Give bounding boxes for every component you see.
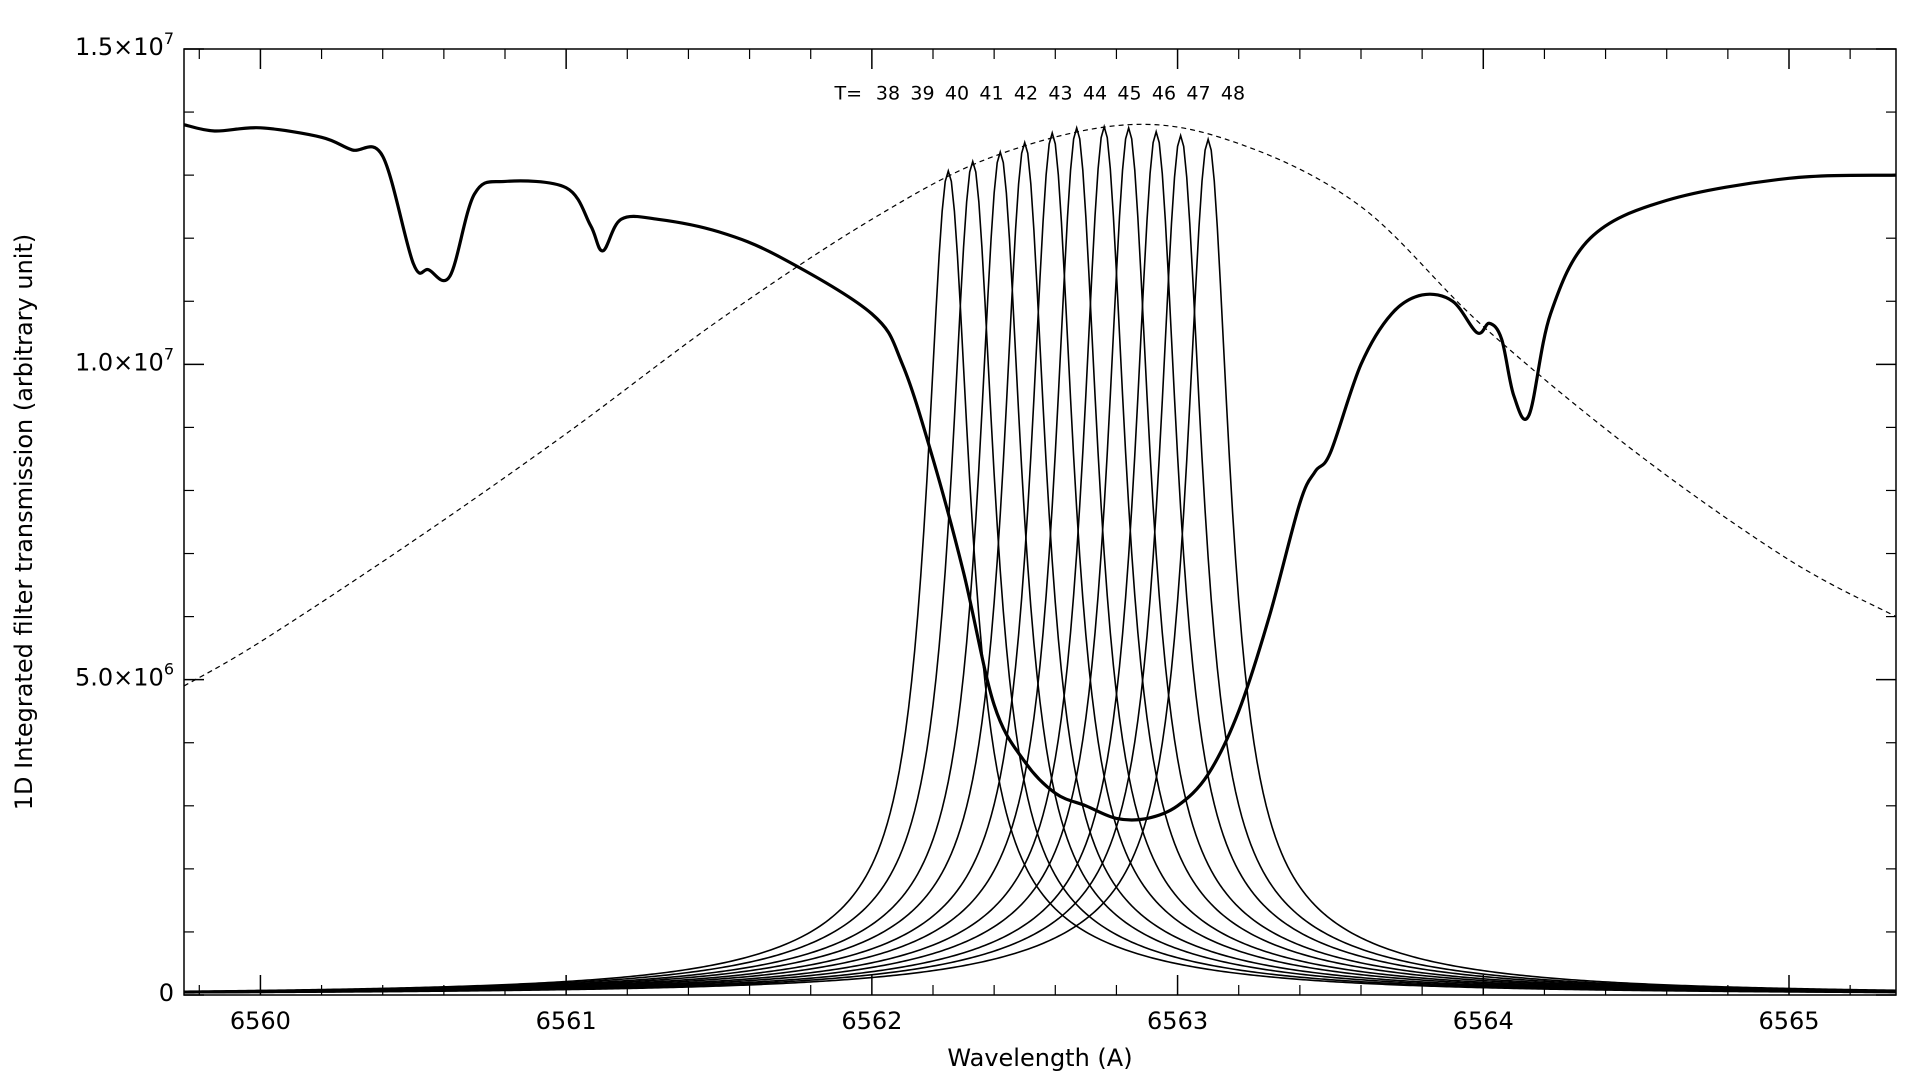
x-axis-title: Wavelength (A) <box>947 1044 1132 1072</box>
spectrum-line <box>184 123 1896 822</box>
temperature-annotation: T= 38 39 40 41 42 43 44 45 46 47 48 <box>833 82 1245 104</box>
y-tick-label: 5.0×106 <box>75 660 174 692</box>
x-tick-label: 6561 <box>536 1007 597 1035</box>
plot-frame <box>183 48 1897 996</box>
y-axis: 0 5.0×106 1.0×107 1.5×107 <box>75 29 1896 1007</box>
annotation-label: 47 <box>1186 82 1210 104</box>
x-tick-label: 6560 <box>230 1007 291 1035</box>
y-axis-title: 1D Integrated filter transmission (arbit… <box>10 234 38 810</box>
annotation-label: 43 <box>1048 82 1072 104</box>
envelope-line <box>184 123 1896 687</box>
filter-profile-44 <box>184 123 1896 994</box>
filter-profile-43 <box>184 124 1896 993</box>
y-tick-label: 1.5×107 <box>75 29 174 61</box>
filter-profile-45 <box>184 124 1896 994</box>
annotation-label: 40 <box>945 82 969 104</box>
annotation-label: 44 <box>1083 82 1107 104</box>
filter-profile-38 <box>184 168 1896 994</box>
x-tick-label: 6565 <box>1758 1007 1819 1035</box>
annotation-prefix: T= <box>833 82 862 104</box>
annotation-label: 39 <box>910 82 934 104</box>
y-tick-label: 0 <box>159 979 174 1007</box>
filter-profile-48 <box>184 136 1896 994</box>
y-tick-label: 1.0×107 <box>75 344 174 376</box>
x-tick-label: 6564 <box>1453 1007 1514 1035</box>
x-tick-label: 6562 <box>841 1007 902 1035</box>
annotation-label: 41 <box>979 82 1003 104</box>
annotation-label: 38 <box>876 82 900 104</box>
x-tick-label: 6563 <box>1147 1007 1208 1035</box>
annotation-label: 42 <box>1014 82 1038 104</box>
filter-profile-46 <box>184 128 1896 994</box>
annotation-label: 45 <box>1117 82 1141 104</box>
annotation-label: 46 <box>1152 82 1176 104</box>
filter-profile-42 <box>184 130 1896 993</box>
x-axis: 6560 6561 6562 6563 6564 6565 <box>198 49 1851 1035</box>
annotation-label: 48 <box>1221 82 1245 104</box>
plot-curves <box>184 123 1896 994</box>
